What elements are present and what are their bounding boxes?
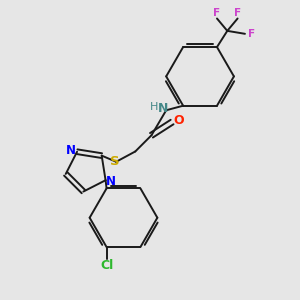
Text: Cl: Cl — [100, 259, 113, 272]
Text: O: O — [173, 114, 184, 127]
Text: N: N — [66, 144, 76, 157]
Text: S: S — [110, 155, 119, 168]
Text: N: N — [106, 175, 116, 188]
Text: N: N — [158, 102, 168, 115]
Text: F: F — [234, 8, 241, 18]
Text: F: F — [248, 29, 255, 39]
Text: F: F — [213, 8, 220, 18]
Text: H: H — [150, 102, 158, 112]
